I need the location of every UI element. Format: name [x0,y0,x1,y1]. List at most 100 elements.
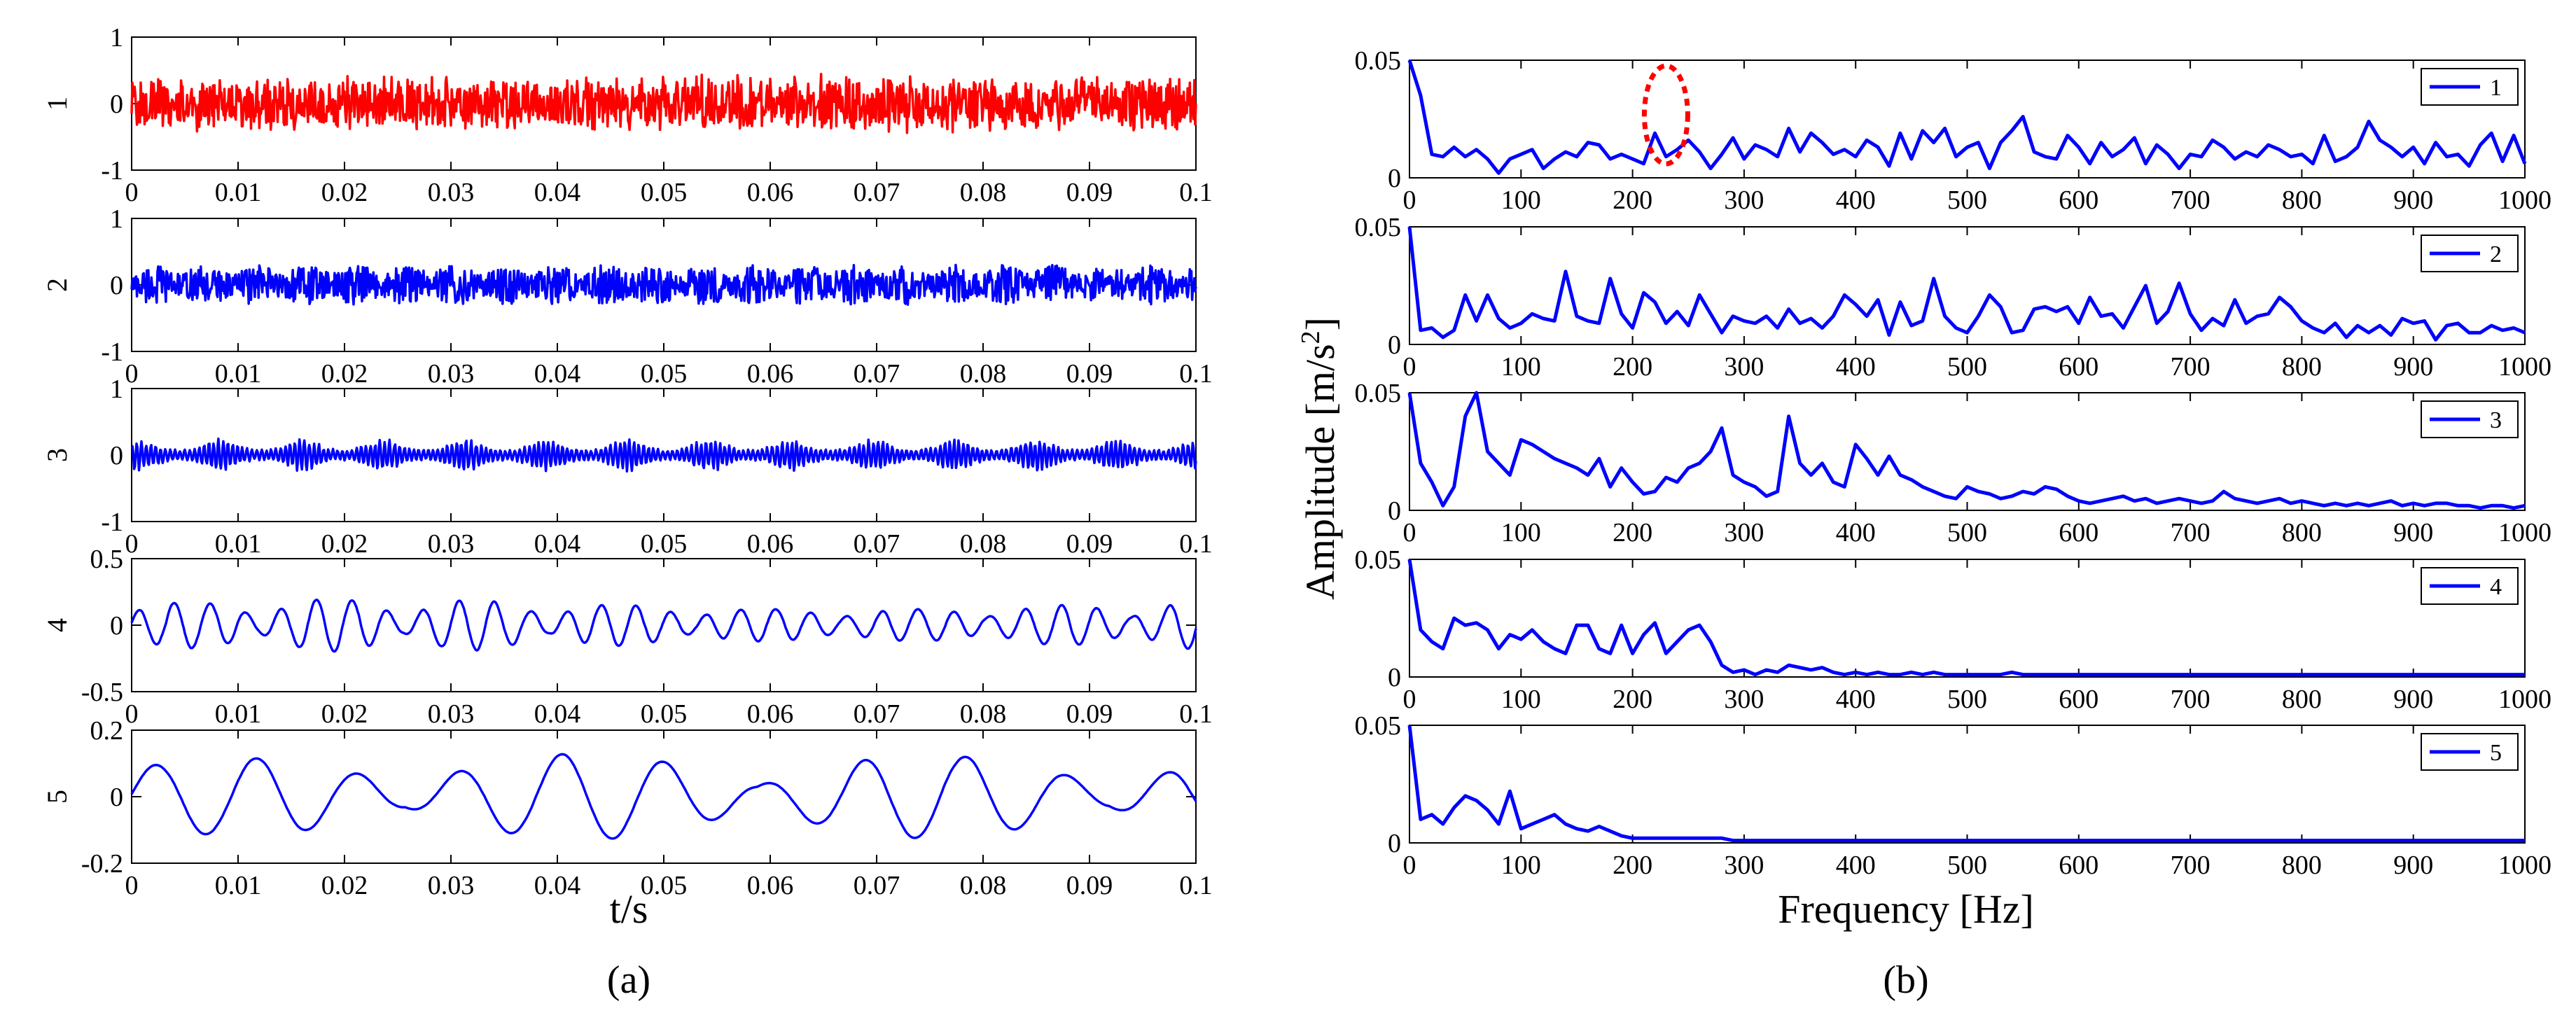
x-tick-label: 0.04 [534,699,581,729]
legend-label: 5 [2490,740,2502,766]
row-label: 5 [41,790,73,804]
x-tick-label: 0.1 [1179,359,1213,389]
x-tick-label: 900 [2393,186,2433,215]
x-tick-label: 600 [2059,518,2098,547]
x-tick-label: 800 [2282,851,2322,880]
right-ylabel-end: ] [1297,317,1343,330]
x-tick-label: 0.05 [641,529,688,559]
y-tick-label: 0.05 [1355,46,1402,76]
time-subplot-5: 0.20-0.20 0.01 0.02 0.03 0.04 0.05 0.06 0.07 0.0… [41,716,1213,900]
x-tick-label: 500 [1947,186,1987,215]
spectrum-line-1 [1407,60,2527,175]
spectrum-subplot-1: 0.05 00 100 200 300 400 500 600 700 800 900 1000 1 [1355,46,2552,215]
spectrum-subplot-5: 0.05 00 100 200 300 400 500 600 700 800 900 1000 5 [1355,711,2552,880]
time-subplot-frame [131,729,1197,864]
x-tick-label: 0.08 [960,871,1007,900]
x-tick-label: 0.05 [641,359,688,389]
x-tick-label: 300 [1724,518,1764,547]
x-tick-label: 300 [1724,352,1764,382]
x-tick-label: 0.01 [215,699,262,729]
x-tick-label: 300 [1724,186,1764,215]
row-label: 2 [41,278,73,292]
y-tick-label: 1 [110,23,123,53]
x-tick-label: 0 [125,359,139,389]
legend-label: 2 [2490,242,2502,267]
signal-line-2 [130,263,1197,306]
y-tick-label: 0.05 [1355,545,1402,575]
x-tick-label: 900 [2393,685,2433,714]
spectrum-subplot-frame [1409,60,2526,179]
x-tick-label: 0.09 [1066,699,1113,729]
x-tick-label: 0 [125,529,139,559]
x-tick-label: 0.03 [428,529,475,559]
x-tick-label: 0.08 [960,359,1007,389]
x-tick-label: 0.06 [747,871,794,900]
x-tick-label: 0.09 [1066,529,1113,559]
x-tick-label: 0.04 [534,359,581,389]
panel-a-label: (a) [607,958,650,1002]
x-tick-label: 0.06 [747,529,794,559]
y-tick-label: 0 [110,611,123,641]
x-tick-label: 0.07 [854,529,900,559]
x-tick-label: 0.09 [1066,871,1113,900]
y-tick-label: 0 [110,783,123,812]
signal-line-1 [130,73,1197,134]
legend-2: 2 [2421,235,2519,272]
x-tick-label: 200 [1613,851,1652,880]
time-subplot-frame [131,558,1197,692]
x-tick-label: 0.09 [1066,178,1113,207]
x-tick-label: 300 [1724,685,1764,714]
time-subplot-2: 10-10 0.01 0.02 0.03 0.04 0.05 0.06 0.07 0.08 0.0… [41,204,1213,389]
spectrum-subplot-2: 0.05 00 100 200 300 400 500 600 700 800 900 1000 2 [1355,213,2552,382]
x-tick-label: 0.04 [534,529,581,559]
x-tick-label: 1000 [2498,186,2551,215]
x-tick-label: 0 [1403,518,1416,547]
x-tick-label: 700 [2171,685,2211,714]
x-tick-label: 200 [1613,518,1652,547]
x-tick-label: 0.1 [1179,178,1213,207]
y-tick-label: 0.5 [90,545,124,574]
x-tick-label: 100 [1501,352,1541,382]
x-tick-label: 0.08 [960,529,1007,559]
legend-5: 5 [2421,733,2519,771]
x-tick-label: 400 [1836,352,1876,382]
legend-4: 4 [2421,567,2519,605]
left-xlabel: t/s [610,886,648,932]
x-tick-label: 300 [1724,851,1764,880]
time-subplot-1: 10-10 0.01 0.02 0.03 0.04 0.05 0.06 0.07 0.08 0.0… [41,23,1213,207]
x-tick-label: 0 [125,871,139,900]
y-tick-label: 0 [1388,164,1401,193]
x-tick-label: 0.07 [854,871,900,900]
x-tick-label: 0.1 [1179,871,1213,900]
x-tick-label: 700 [2171,352,2211,382]
x-tick-label: 800 [2282,685,2322,714]
x-tick-label: 900 [2393,851,2433,880]
y-tick-label: 0 [110,90,123,119]
legend-3: 3 [2421,400,2519,438]
x-tick-label: 0.1 [1179,529,1213,559]
x-tick-label: 100 [1501,186,1541,215]
spectrum-line-5 [1407,725,2525,843]
x-tick-label: 0.06 [747,178,794,207]
x-tick-label: 0.08 [960,699,1007,729]
spectrum-subplot-3: 0.05 00 100 200 300 400 500 600 700 800 900 1000 3 [1355,379,2552,547]
x-tick-label: 600 [2059,186,2098,215]
legend-label: 3 [2490,407,2502,433]
spectrum-line-3 [1407,391,2526,510]
row-label: 4 [41,618,73,632]
y-tick-label: 1 [110,375,123,404]
x-tick-label: 200 [1613,352,1652,382]
x-tick-label: 0.06 [747,359,794,389]
spectrum-subplot-frame [1409,559,2526,678]
x-tick-label: 0.07 [854,178,900,207]
x-tick-label: 0.02 [321,871,368,900]
x-tick-label: 0.06 [747,699,794,729]
x-tick-label: 0 [1403,851,1416,880]
x-tick-label: 0.01 [215,871,262,900]
row-label: 3 [41,448,73,462]
x-tick-label: 0.01 [215,359,262,389]
y-tick-label: -1 [101,156,123,186]
x-tick-label: 900 [2393,518,2433,547]
spectrum-line-2 [1407,226,2526,342]
